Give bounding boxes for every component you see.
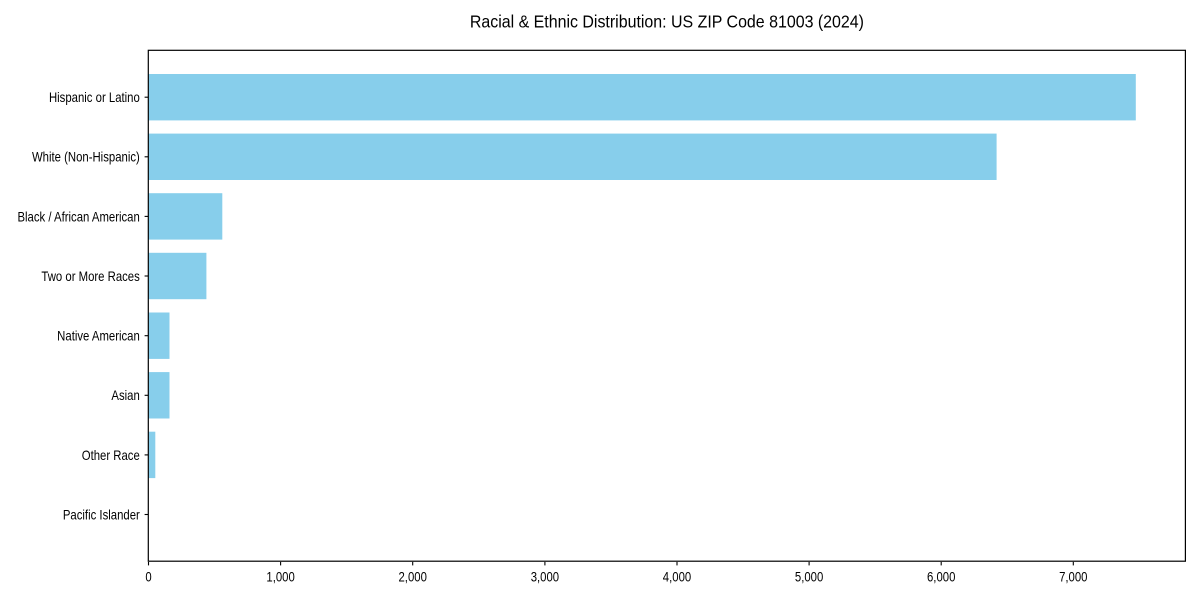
svg-text:Hispanic or Latino: Hispanic or Latino bbox=[49, 89, 140, 106]
svg-text:6,000: 6,000 bbox=[927, 568, 955, 585]
svg-text:Pacific Islander: Pacific Islander bbox=[63, 506, 141, 523]
svg-text:Asian: Asian bbox=[111, 387, 139, 404]
svg-text:Racial & Ethnic Distribution:: Racial & Ethnic Distribution: US ZIP Cod… bbox=[470, 12, 864, 32]
svg-text:Native American: Native American bbox=[57, 327, 140, 344]
svg-text:Other Race: Other Race bbox=[82, 447, 140, 464]
svg-text:5,000: 5,000 bbox=[795, 568, 823, 585]
svg-text:2,000: 2,000 bbox=[398, 568, 426, 585]
svg-text:4,000: 4,000 bbox=[663, 568, 691, 585]
svg-text:7,000: 7,000 bbox=[1059, 568, 1087, 585]
svg-text:1,000: 1,000 bbox=[266, 568, 294, 585]
svg-text:Black / African American: Black / African American bbox=[17, 208, 139, 225]
svg-text:0: 0 bbox=[145, 568, 151, 585]
svg-text:3,000: 3,000 bbox=[531, 568, 559, 585]
svg-text:Two or More Races: Two or More Races bbox=[41, 268, 139, 285]
svg-text:White (Non-Hispanic): White (Non-Hispanic) bbox=[32, 148, 140, 165]
